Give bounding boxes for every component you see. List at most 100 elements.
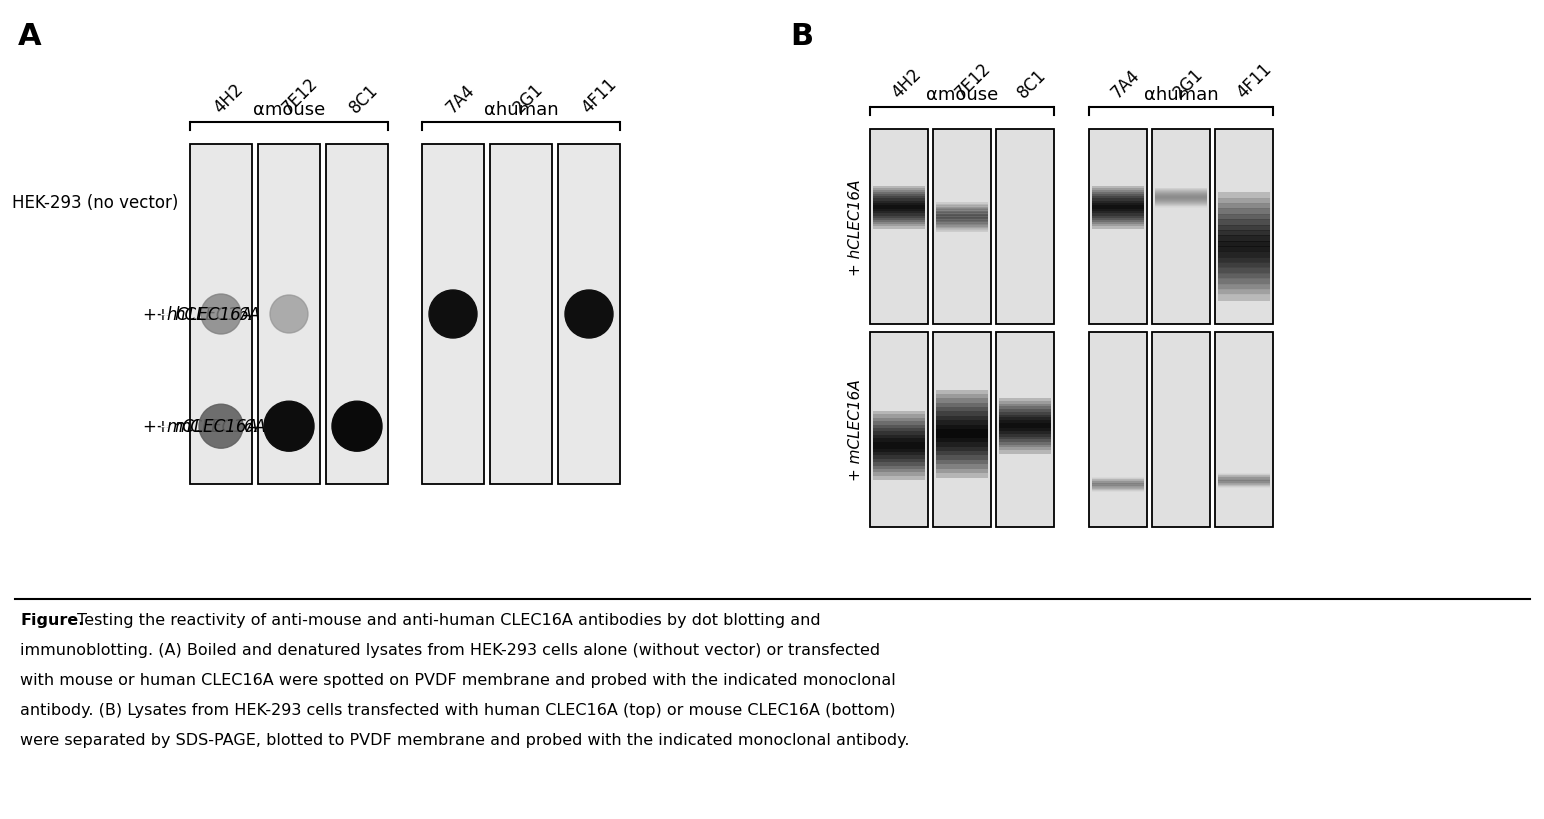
Bar (1092, 199, 1144, 202)
Bar (1155, 189, 1207, 191)
Bar (1092, 208, 1144, 210)
Bar (872, 208, 925, 210)
Text: 4F11: 4F11 (1234, 60, 1275, 102)
Bar (1092, 487, 1144, 489)
Bar (1155, 203, 1207, 205)
Text: mCLEC16A: mCLEC16A (167, 418, 258, 436)
Bar (1218, 477, 1271, 478)
Bar (1218, 193, 1271, 200)
Bar (557, 145, 621, 484)
Bar (1092, 478, 1144, 480)
Bar (872, 432, 925, 437)
Bar (1155, 206, 1207, 208)
Bar (1218, 204, 1271, 210)
Bar (999, 418, 1051, 422)
Bar (869, 333, 928, 527)
Bar (1092, 482, 1144, 484)
Bar (1092, 479, 1144, 481)
Bar (1218, 476, 1271, 477)
Bar (936, 442, 988, 448)
Text: αmouse: αmouse (253, 101, 326, 119)
Bar (1218, 480, 1271, 482)
Circle shape (429, 291, 477, 338)
Bar (1089, 130, 1147, 324)
Bar (996, 333, 1055, 527)
Text: +: + (156, 305, 173, 324)
Bar (1218, 231, 1271, 237)
Bar (1092, 210, 1144, 213)
Text: αhuman: αhuman (1144, 86, 1218, 104)
Bar (1218, 477, 1271, 479)
Text: +: + (142, 305, 161, 324)
Bar (999, 446, 1051, 449)
Bar (1218, 263, 1271, 269)
Bar (999, 448, 1051, 451)
Bar (1218, 278, 1271, 285)
Bar (872, 215, 925, 217)
Text: αhuman: αhuman (483, 101, 559, 119)
Bar (936, 451, 988, 457)
Bar (936, 220, 988, 223)
Bar (1218, 215, 1271, 221)
Bar (1218, 486, 1271, 487)
Bar (1155, 197, 1207, 199)
Bar (936, 226, 988, 229)
Circle shape (270, 296, 307, 333)
Bar (1218, 482, 1271, 484)
Bar (872, 439, 925, 443)
Bar (936, 207, 988, 210)
Bar (872, 195, 925, 198)
Bar (1155, 190, 1207, 192)
Text: A: A (19, 22, 42, 51)
Bar (872, 186, 925, 189)
Bar (933, 333, 991, 527)
Bar (1092, 195, 1144, 198)
Bar (999, 440, 1051, 443)
Text: 7A4: 7A4 (442, 81, 479, 117)
Text: +: + (159, 418, 178, 436)
Bar (1092, 216, 1144, 219)
Bar (936, 460, 988, 465)
Bar (936, 403, 988, 409)
Bar (936, 211, 988, 214)
Bar (999, 426, 1051, 430)
Bar (1218, 483, 1271, 485)
Bar (1218, 478, 1271, 480)
Bar (869, 130, 928, 324)
Bar (872, 227, 925, 230)
Bar (872, 223, 925, 226)
Bar (936, 464, 988, 470)
Text: αmouse: αmouse (926, 86, 997, 104)
Text: 7E12: 7E12 (951, 60, 994, 102)
Bar (1092, 481, 1144, 482)
Bar (999, 450, 1051, 455)
Bar (1092, 212, 1144, 215)
Bar (1218, 475, 1271, 477)
Circle shape (565, 291, 613, 338)
Bar (1092, 197, 1144, 200)
Text: +: + (156, 418, 173, 436)
Bar (422, 145, 483, 484)
Bar (1092, 191, 1144, 194)
Bar (936, 438, 988, 444)
Bar (999, 407, 1051, 410)
Circle shape (332, 401, 381, 451)
Bar (1092, 486, 1144, 488)
Bar (258, 145, 320, 484)
Bar (999, 429, 1051, 432)
Bar (1092, 206, 1144, 209)
Bar (936, 421, 988, 426)
Bar (1218, 252, 1271, 259)
Bar (936, 210, 988, 213)
Bar (1092, 485, 1144, 486)
Bar (872, 191, 925, 194)
Bar (872, 225, 925, 228)
Bar (1092, 219, 1144, 222)
Bar (1155, 205, 1207, 206)
Bar (936, 229, 988, 232)
Bar (1155, 191, 1207, 193)
Text: antibody. (B) Lysates from HEK-293 cells transfected with human CLEC16A (top) or: antibody. (B) Lysates from HEK-293 cells… (20, 702, 896, 717)
Bar (1215, 130, 1272, 324)
Text: 4F11: 4F11 (579, 75, 621, 117)
Bar (936, 408, 988, 413)
